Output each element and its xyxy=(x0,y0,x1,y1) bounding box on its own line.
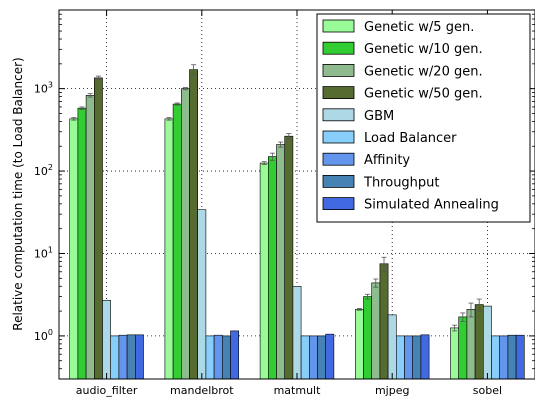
bar xyxy=(466,309,476,380)
bar xyxy=(308,335,318,380)
bar xyxy=(363,296,372,380)
bar xyxy=(181,88,190,380)
legend-label: Throughput xyxy=(363,175,440,190)
bar xyxy=(267,156,277,380)
y-tick-base: 10 xyxy=(34,247,48,260)
legend-swatch xyxy=(322,130,355,144)
y-tick-label: 101 xyxy=(34,245,53,260)
y-tick-base: 10 xyxy=(34,165,48,178)
error-bars xyxy=(71,64,482,332)
bar xyxy=(110,335,120,380)
bar xyxy=(197,209,207,380)
bar xyxy=(474,304,484,380)
bar xyxy=(412,335,422,380)
legend-label: Genetic w/10 gen. xyxy=(364,42,483,57)
legend-swatch xyxy=(322,197,355,211)
legend-label: Affinity xyxy=(364,153,410,168)
x-axis-ticks: audio_filter mandelbrot matmult mjpeg sobel xyxy=(76,10,502,397)
legend-swatch xyxy=(322,152,355,166)
x-tick-label: mandelbrot xyxy=(170,384,234,397)
bar xyxy=(404,335,413,380)
bar xyxy=(482,305,492,380)
y-tick-label: 102 xyxy=(34,163,53,178)
bar xyxy=(85,95,95,380)
bar xyxy=(189,69,198,380)
bar xyxy=(499,335,509,380)
legend-label: Genetic w/50 gen. xyxy=(364,87,483,102)
bar xyxy=(213,334,223,380)
bar xyxy=(507,334,517,380)
bar xyxy=(135,334,144,380)
bar xyxy=(292,285,302,380)
y-tick-label: 103 xyxy=(34,81,53,96)
bar xyxy=(317,335,326,380)
y-tick-exponent: 3 xyxy=(48,81,53,90)
bar xyxy=(300,335,310,380)
x-tick-label: sobel xyxy=(473,384,502,397)
bar xyxy=(102,300,111,380)
y-tick-exponent: 0 xyxy=(48,328,53,337)
y-tick-label: 100 xyxy=(34,328,53,343)
bar xyxy=(354,309,364,380)
bar xyxy=(259,162,269,380)
bar xyxy=(205,335,215,380)
bar xyxy=(172,103,182,380)
legend-label: Genetic w/20 gen. xyxy=(364,64,483,79)
bar xyxy=(94,77,103,380)
bar xyxy=(222,335,231,380)
legend: Genetic w/5 gen. Genetic w/10 gen. Genetic… xyxy=(316,13,531,223)
legend-items: Genetic w/5 gen. Genetic w/10 gen. Genetic… xyxy=(322,19,499,213)
bar xyxy=(420,334,430,380)
bar xyxy=(118,334,128,380)
bar xyxy=(387,314,397,380)
bar xyxy=(458,316,468,380)
x-tick-label: audio_filter xyxy=(76,384,138,397)
x-tick-label: mjpeg xyxy=(375,384,410,397)
bar xyxy=(515,334,525,380)
bar xyxy=(126,334,136,380)
legend-swatch xyxy=(322,174,355,188)
y-tick-exponent: 2 xyxy=(48,163,53,172)
legend-swatch xyxy=(322,86,355,99)
legend-swatch xyxy=(322,108,355,122)
legend-swatch xyxy=(322,19,355,33)
bar xyxy=(164,118,174,380)
bar xyxy=(491,335,500,380)
bar xyxy=(276,144,285,380)
bar xyxy=(230,330,239,380)
legend-label: Load Balancer xyxy=(364,131,457,146)
y-axis-label: Relative computation time (to Load Balan… xyxy=(11,57,25,330)
y-tick-exponent: 1 xyxy=(48,245,53,254)
bar xyxy=(395,335,405,380)
legend-swatch xyxy=(322,41,355,55)
bar xyxy=(77,107,87,380)
bar xyxy=(325,333,335,380)
bar xyxy=(450,327,459,380)
bar xyxy=(379,263,389,380)
bar xyxy=(284,135,294,380)
bar xyxy=(69,118,79,380)
legend-label: Genetic w/5 gen. xyxy=(364,20,474,35)
x-tick-label: matmult xyxy=(274,384,322,397)
legend-label: Simulated Annealing xyxy=(364,198,499,213)
y-tick-base: 10 xyxy=(34,83,48,96)
bar xyxy=(371,282,381,380)
legend-label: GBM xyxy=(364,109,394,124)
y-tick-base: 10 xyxy=(34,330,48,343)
legend-swatch xyxy=(322,64,355,77)
